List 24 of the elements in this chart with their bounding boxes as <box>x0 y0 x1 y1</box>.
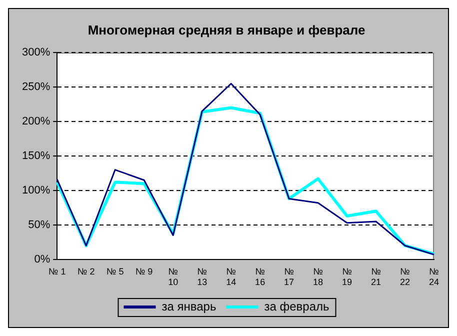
x-tick-label: № 22 <box>400 266 410 288</box>
x-tick-label: № 14 <box>226 266 236 288</box>
y-tick-label: 300% <box>22 46 50 59</box>
x-tick-label: № 2 <box>78 266 95 276</box>
y-tick-label: 250% <box>22 81 50 94</box>
x-tick-label: № 16 <box>255 266 266 288</box>
y-tick-label: 100% <box>22 184 50 196</box>
x-tick-label: № 17 <box>284 266 294 288</box>
x-tick-label: № 13 <box>197 266 208 288</box>
y-tick-label: 50% <box>28 218 50 231</box>
x-tick-label: № 21 <box>371 266 382 288</box>
chart-title: Многомерная средняя в январе и феврале <box>88 22 366 38</box>
x-tick-label: № 10 <box>168 266 178 288</box>
x-tick-label: № 19 <box>342 266 352 288</box>
y-tick-label: 0% <box>34 253 50 266</box>
x-tick-label: № 18 <box>313 266 324 288</box>
y-tick-label: 150% <box>22 150 50 162</box>
x-tick-label: № 24 <box>428 266 440 288</box>
legend-label: за январь <box>162 299 216 314</box>
x-tick-label: № 5 <box>106 266 124 276</box>
x-tick-label: № 9 <box>136 266 153 276</box>
y-tick-label: 200% <box>22 116 50 128</box>
x-tick-label: № 1 <box>48 266 66 276</box>
legend-label: за февраль <box>264 299 330 314</box>
